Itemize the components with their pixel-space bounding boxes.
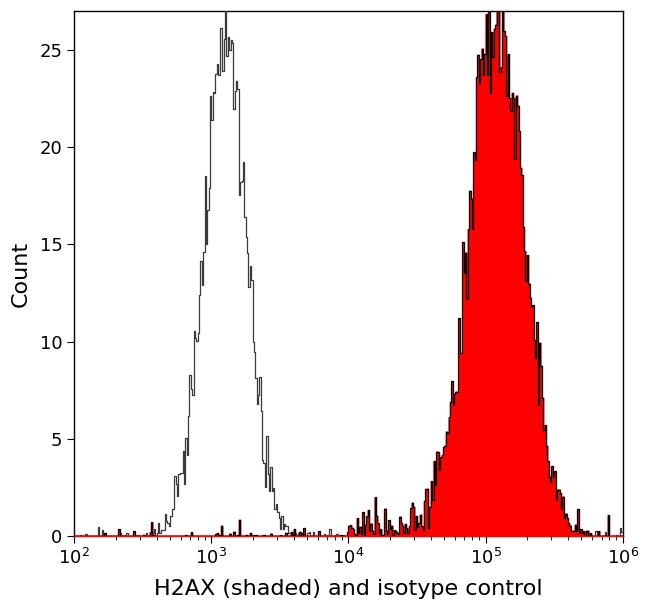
X-axis label: H2AX (shaded) and isotype control: H2AX (shaded) and isotype control (154, 579, 543, 599)
Y-axis label: Count: Count (11, 240, 31, 307)
